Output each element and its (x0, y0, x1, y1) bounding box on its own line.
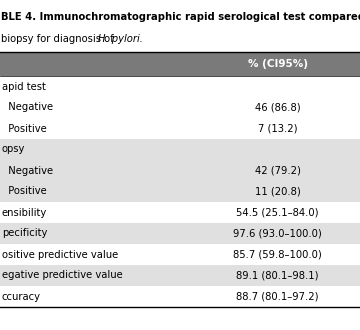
Text: apid test: apid test (2, 82, 46, 91)
Text: ccuracy: ccuracy (2, 291, 41, 302)
Bar (0, 76, 360, 97)
Text: Positive: Positive (2, 186, 47, 196)
Text: 42 (79.2): 42 (79.2) (255, 166, 301, 176)
Bar (0, 244, 360, 265)
Text: Negative: Negative (2, 166, 53, 176)
Text: 7 (13.2): 7 (13.2) (258, 123, 297, 134)
Bar (0, 52, 360, 76)
Text: biopsy for diagnosis of: biopsy for diagnosis of (1, 35, 117, 45)
Text: 46 (86.8): 46 (86.8) (255, 103, 300, 113)
Text: 89.1 (80.1–98.1): 89.1 (80.1–98.1) (236, 271, 319, 280)
Text: BLE 4. Immunochromatographic rapid serological test compared: BLE 4. Immunochromatographic rapid serol… (1, 12, 360, 22)
Bar (0, 160, 360, 181)
Text: 97.6 (93.0–100.0): 97.6 (93.0–100.0) (233, 228, 322, 239)
Bar (0, 118, 360, 139)
Text: % (CI95%): % (CI95%) (248, 59, 307, 69)
Bar (0, 181, 360, 202)
Bar (0, 265, 360, 286)
Bar (0, 202, 360, 223)
Bar (0, 139, 360, 160)
Text: pecificity: pecificity (2, 228, 48, 239)
Bar (0, 2, 360, 52)
Text: ensibility: ensibility (2, 208, 47, 217)
Text: 85.7 (59.8–100.0): 85.7 (59.8–100.0) (233, 249, 322, 259)
Text: opsy: opsy (2, 145, 25, 154)
Text: 88.7 (80.1–97.2): 88.7 (80.1–97.2) (236, 291, 319, 302)
Text: Positive: Positive (2, 123, 47, 134)
Text: ositive predictive value: ositive predictive value (2, 249, 118, 259)
Text: egative predictive value: egative predictive value (2, 271, 123, 280)
Bar (0, 223, 360, 244)
Text: 54.5 (25.1–84.0): 54.5 (25.1–84.0) (236, 208, 319, 217)
Bar (0, 97, 360, 118)
Text: Negative: Negative (2, 103, 53, 113)
Text: 11 (20.8): 11 (20.8) (255, 186, 300, 196)
Text: H. pylori.: H. pylori. (98, 35, 143, 45)
Bar (0, 286, 360, 307)
